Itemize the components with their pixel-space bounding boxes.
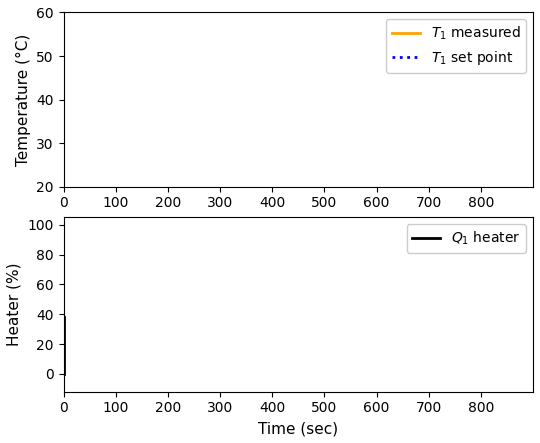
Legend: $T_1$ measured, $T_1$ set point: $T_1$ measured, $T_1$ set point [386, 19, 526, 73]
Legend: $Q_1$ heater: $Q_1$ heater [407, 225, 526, 253]
$Q_1$ heater [60, 315, 67, 320]
X-axis label: Time (sec): Time (sec) [258, 421, 339, 436]
Y-axis label: Heater (%): Heater (%) [7, 263, 22, 346]
$Q_1$ heater [60, 371, 67, 377]
Y-axis label: Temperature (°C): Temperature (°C) [16, 34, 31, 166]
